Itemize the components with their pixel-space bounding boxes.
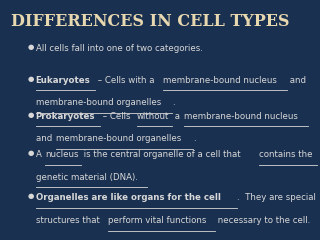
Text: A: A — [36, 150, 44, 159]
Text: a: a — [172, 112, 183, 120]
Text: Organelles are like organs for the cell: Organelles are like organs for the cell — [36, 193, 220, 202]
Text: .: . — [172, 98, 175, 107]
Text: Eukaryotes: Eukaryotes — [36, 76, 90, 85]
Text: without: without — [137, 112, 169, 120]
Text: – Cells: – Cells — [100, 112, 134, 120]
Text: All cells fall into one of two categories.: All cells fall into one of two categorie… — [36, 44, 203, 54]
Text: ●: ● — [28, 76, 34, 82]
Text: .  They are special: . They are special — [237, 193, 316, 202]
Text: ●: ● — [28, 193, 34, 199]
Text: genetic material (DNA).: genetic material (DNA). — [36, 173, 137, 182]
Text: ●: ● — [28, 150, 34, 156]
Text: contains the: contains the — [259, 150, 312, 159]
Text: membrane-bound nucleus: membrane-bound nucleus — [184, 112, 298, 120]
Text: is the central organelle of a cell that: is the central organelle of a cell that — [82, 150, 244, 159]
Text: membrane-bound organelles: membrane-bound organelles — [36, 98, 161, 107]
Text: Prokaryotes: Prokaryotes — [36, 112, 95, 120]
Text: and: and — [36, 134, 54, 143]
Text: and: and — [287, 76, 306, 85]
Text: necessary to the cell.: necessary to the cell. — [215, 216, 311, 225]
Text: perform vital functions: perform vital functions — [108, 216, 206, 225]
Text: DIFFERENCES IN CELL TYPES: DIFFERENCES IN CELL TYPES — [11, 13, 290, 30]
Text: .: . — [193, 134, 196, 143]
Text: structures that: structures that — [36, 216, 102, 225]
Text: membrane-bound organelles: membrane-bound organelles — [56, 134, 181, 143]
Text: ●: ● — [28, 44, 34, 50]
Text: – Cells with a: – Cells with a — [95, 76, 157, 85]
Text: nucleus: nucleus — [45, 150, 78, 159]
Text: membrane-bound nucleus: membrane-bound nucleus — [163, 76, 277, 85]
Text: ●: ● — [28, 112, 34, 118]
